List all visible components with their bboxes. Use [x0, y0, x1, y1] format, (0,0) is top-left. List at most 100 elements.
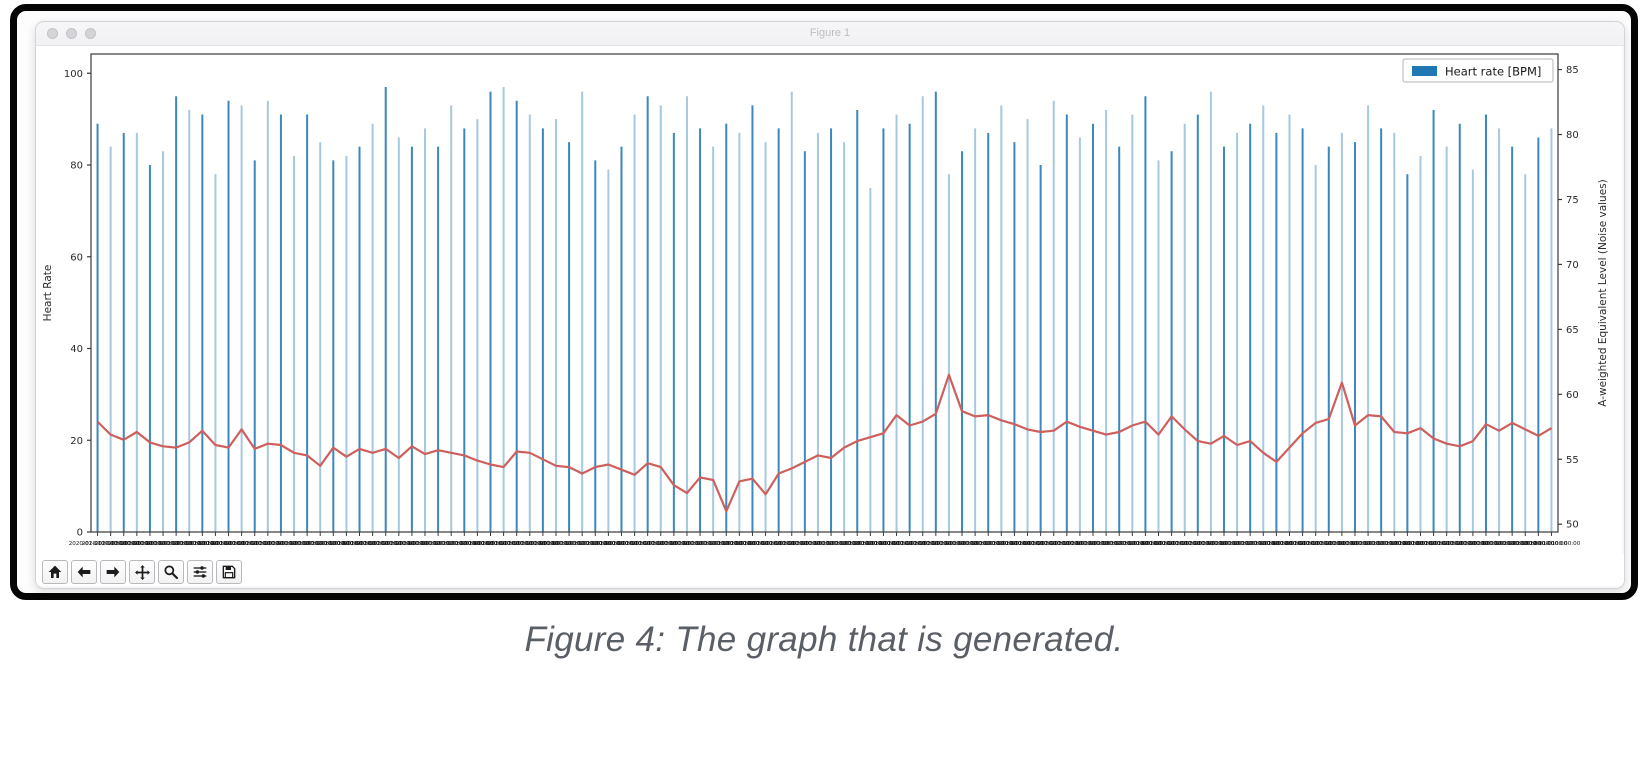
- tick-label: 100: [64, 69, 83, 80]
- x-tick-label-overlapping: 2020-01-0100:00:00: [907, 541, 965, 547]
- sliders-icon: [193, 566, 207, 578]
- x-tick-label-overlapping: 2020-01-0100:00:00: [789, 541, 847, 547]
- x-tick-label-overlapping: 2020-01-0100:00:00: [291, 541, 349, 547]
- x-tick-label-overlapping: 2020-01-0100:00:00: [1444, 541, 1502, 547]
- plot-border: [90, 53, 1559, 533]
- x-tick-label-overlapping: 2020-01-0100:00:00: [108, 541, 166, 547]
- x-tick-label-overlapping: 2020-01-0100:00:00: [828, 541, 886, 547]
- x-tick-label-overlapping: 2020-01-0100:00:00: [763, 541, 821, 547]
- x-tick-label-overlapping: 2020-01-0100:00:00: [82, 541, 140, 547]
- x-tick-label-overlapping: 2020-01-0100:00:00: [462, 541, 520, 547]
- legend-swatch: [1412, 66, 1437, 76]
- x-tick-label-overlapping: 2020-01-0100:00:00: [1038, 541, 1096, 547]
- x-axis-ticks: 2020-01-0100:00:002020-01-0100:00:002020…: [69, 532, 1581, 547]
- x-tick-label-overlapping: 2020-01-0100:00:00: [1195, 541, 1253, 547]
- tick-label: 60: [70, 252, 83, 263]
- x-tick-label-overlapping: 2020-01-0100:00:00: [894, 541, 952, 547]
- x-tick-label-overlapping: 2020-01-0100:00:00: [488, 541, 546, 547]
- x-tick-label-overlapping: 2020-01-0100:00:00: [1156, 541, 1214, 547]
- x-tick-label-overlapping: 2020-01-0100:00:00: [619, 541, 677, 547]
- tick-label: 20: [70, 436, 83, 447]
- x-tick-label-overlapping: 2020-01-0100:00:00: [396, 541, 454, 547]
- configure-subplots-button[interactable]: [187, 560, 213, 584]
- x-tick-label-overlapping: 2020-01-0100:00:00: [684, 541, 742, 547]
- back-button[interactable]: [71, 560, 97, 584]
- x-tick-label-overlapping: 2020-01-0100:00:00: [973, 541, 1031, 547]
- x-tick-label-overlapping: 2020-01-0100:00:00: [344, 541, 402, 547]
- tick-label: 50: [1566, 520, 1579, 531]
- pan-button[interactable]: [129, 560, 155, 584]
- x-tick-label-overlapping: 2020-01-0100:00:00: [553, 541, 611, 547]
- x-tick-label-overlapping: 2020-01-0100:00:00: [1313, 541, 1371, 547]
- back-arrow-icon: [77, 566, 91, 578]
- x-tick-label-overlapping: 2020-01-0100:00:00: [252, 541, 310, 547]
- x-tick-label-overlapping: 2020-01-0100:00:00: [239, 541, 297, 547]
- x-tick-label-overlapping: 2020-01-0100:00:00: [868, 541, 926, 547]
- x-tick-label-overlapping: 2020-01-0100:00:00: [304, 541, 362, 547]
- zoom-rect-button[interactable]: [158, 560, 184, 584]
- x-tick-label-overlapping: 2020-01-0100:00:00: [802, 541, 860, 547]
- tick-label: 80: [1566, 130, 1579, 141]
- x-tick-label-overlapping: 2020-01-0100:00:00: [1274, 541, 1332, 547]
- heart-rate-noise-chart: 0 20 40 60 80 100 50 55 60 65 70 75 80 85 2020-01-0100…: [42, 53, 1609, 547]
- x-tick-label-overlapping: 2020-01-0100:00:00: [920, 541, 978, 547]
- x-tick-label-overlapping: 2020-01-0100:00:00: [318, 541, 376, 547]
- x-tick-label-overlapping: 2020-01-0100:00:00: [121, 541, 179, 547]
- x-tick-label-overlapping: 2020-01-0100:00:00: [1090, 541, 1148, 547]
- x-tick-label-overlapping: 2020-01-0100:00:00: [1470, 541, 1528, 547]
- x-tick-label-overlapping: 2020-01-0100:00:00: [370, 541, 428, 547]
- x-tick-label-overlapping: 2020-01-0100:00:00: [999, 541, 1057, 547]
- x-tick-label-overlapping: 2020-01-0100:00:00: [1012, 541, 1070, 547]
- x-tick-label-overlapping: 2020-01-0100:00:00: [842, 541, 900, 547]
- magnifier-icon: [164, 565, 179, 580]
- x-tick-label-overlapping: 2020-01-0100:00:00: [855, 541, 913, 547]
- save-button[interactable]: [216, 560, 242, 584]
- x-tick-label-overlapping: 2020-01-0100:00:00: [606, 541, 664, 547]
- x-tick-label-overlapping: 2020-01-0100:00:00: [1143, 541, 1201, 547]
- x-tick-label-overlapping: 2020-01-0100:00:00: [540, 541, 598, 547]
- legend-label: Heart rate [BPM]: [1445, 65, 1541, 79]
- minimize-button[interactable]: [66, 28, 77, 39]
- x-tick-label-overlapping: 2020-01-0100:00:00: [501, 541, 559, 547]
- left-axis-title: Heart Rate: [42, 265, 54, 322]
- x-tick-label-overlapping: 2020-01-0100:00:00: [1352, 541, 1410, 547]
- x-tick-label-overlapping: 2020-01-0100:00:00: [187, 541, 245, 547]
- x-tick-label-overlapping: 2020-01-0100:00:00: [1287, 541, 1345, 547]
- x-tick-label-overlapping: 2020-01-0100:00:00: [1392, 541, 1450, 547]
- tick-label: 60: [1566, 390, 1579, 401]
- x-tick-label-overlapping: 2020-01-0100:00:00: [1221, 541, 1279, 547]
- x-tick-label-overlapping: 2020-01-0100:00:00: [1365, 541, 1423, 547]
- x-tick-label-overlapping: 2020-01-0100:00:00: [200, 541, 258, 547]
- x-tick-label-overlapping: 2020-01-0100:00:00: [815, 541, 873, 547]
- window-title: Figure 1: [809, 27, 851, 39]
- traffic-lights: [47, 28, 96, 39]
- x-tick-label-overlapping: 2020-01-0100:00:00: [1051, 541, 1109, 547]
- legend-box: [1402, 58, 1554, 83]
- x-tick-label-overlapping: 2020-01-0100:00:00: [671, 541, 729, 547]
- x-tick-label-overlapping: 2020-01-0100:00:00: [422, 541, 480, 547]
- home-button[interactable]: [42, 560, 68, 584]
- pan-move-icon: [134, 564, 150, 580]
- x-tick-label-overlapping: 2020-01-0100:00:00: [645, 541, 703, 547]
- x-tick-label-overlapping: 2020-01-0100:00:00: [1248, 541, 1306, 547]
- figure-canvas: 0 20 40 60 80 100 50 55 60 65 70 75 80 85 2020-01-0100…: [36, 46, 1622, 554]
- x-tick-label-overlapping: 2020-01-0100:00:00: [1523, 541, 1581, 547]
- forward-button[interactable]: [100, 560, 126, 584]
- x-tick-label-overlapping: 2020-01-0100:00:00: [776, 541, 834, 547]
- x-tick-label-overlapping: 2020-01-0100:00:00: [697, 541, 755, 547]
- window-titlebar[interactable]: Figure 1: [36, 22, 1624, 46]
- left-axis-ticks: 0 20 40 60 80 100: [64, 69, 91, 539]
- noise-level-line: [96, 373, 1553, 513]
- x-tick-label-overlapping: 2020-01-0100:00:00: [160, 541, 218, 547]
- close-button[interactable]: [47, 28, 58, 39]
- x-tick-label-overlapping: 2020-01-0100:00:00: [724, 541, 782, 547]
- x-tick-label-overlapping: 2020-01-0100:00:00: [632, 541, 690, 547]
- x-tick-label-overlapping: 2020-01-0100:00:00: [881, 541, 939, 547]
- figure-caption: Figure 4: The graph that is generated.: [524, 620, 1124, 659]
- tick-label: 70: [1566, 260, 1579, 271]
- x-tick-label-overlapping: 2020-01-0100:00:00: [409, 541, 467, 547]
- tick-label: 85: [1566, 65, 1579, 76]
- x-tick-label-overlapping: 2020-01-0100:00:00: [959, 541, 1017, 547]
- maximize-button[interactable]: [85, 28, 96, 39]
- x-tick-label-overlapping: 2020-01-0100:00:00: [435, 541, 493, 547]
